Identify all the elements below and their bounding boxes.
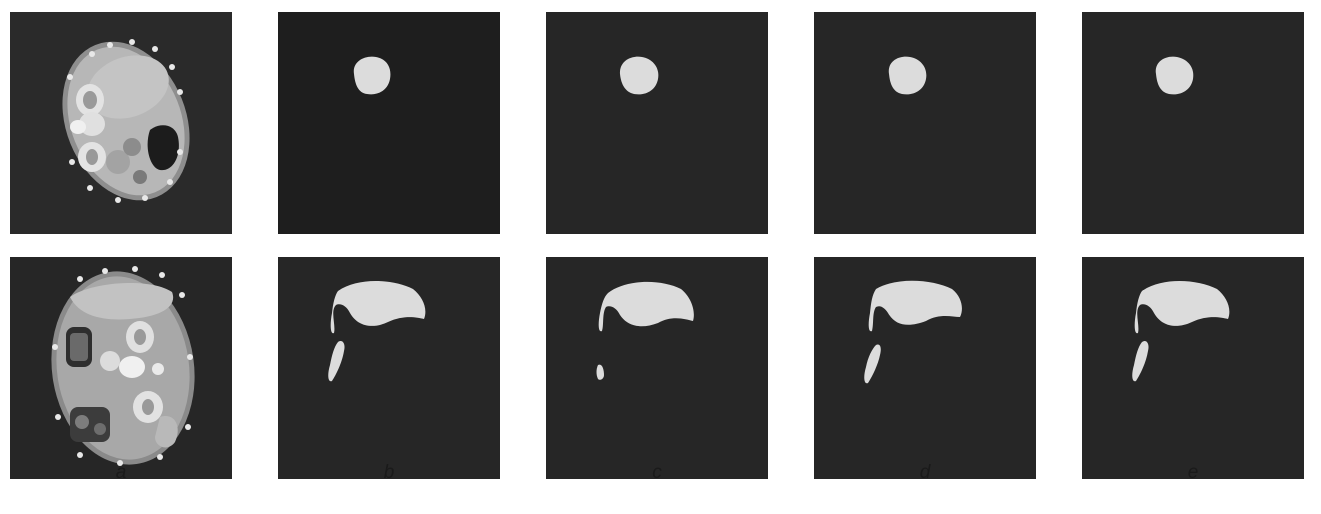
mask-panel-d-row1 [814, 12, 1036, 234]
column-label-e: e [1187, 462, 1199, 483]
segmentation-mask-d-row1 [888, 56, 927, 95]
segmentation-mask-b-row1 [353, 56, 391, 95]
segmentation-mask-c-row1 [619, 56, 659, 95]
mask-panel-d-row2 [814, 257, 1036, 479]
column-label-b: b [383, 462, 395, 483]
mask-panel-c-row2 [546, 257, 768, 479]
mask-panel-c-row1 [546, 12, 768, 234]
column-label-d: d [919, 462, 931, 483]
ct-scan-image-row2 [51, 266, 195, 466]
column-label-c: c [652, 462, 662, 483]
mask-panel-e-row1 [1082, 12, 1304, 234]
ct-panel-row1 [10, 12, 232, 234]
column-label-a: a [115, 462, 127, 483]
ct-panel-row2 [10, 257, 232, 479]
segmentation-mask-e-row1 [1155, 56, 1194, 95]
ct-scan-image-row1 [62, 39, 190, 203]
mask-panel-e-row2 [1082, 257, 1304, 479]
mask-panel-b-row1 [278, 12, 500, 234]
segmentation-mask-d-row2 [864, 280, 962, 384]
segmentation-mask-b-row2 [328, 281, 426, 382]
mask-panel-b-row2 [278, 257, 500, 479]
segmentation-mask-e-row2 [1132, 281, 1230, 382]
segmentation-mask-c-row2 [596, 281, 694, 380]
